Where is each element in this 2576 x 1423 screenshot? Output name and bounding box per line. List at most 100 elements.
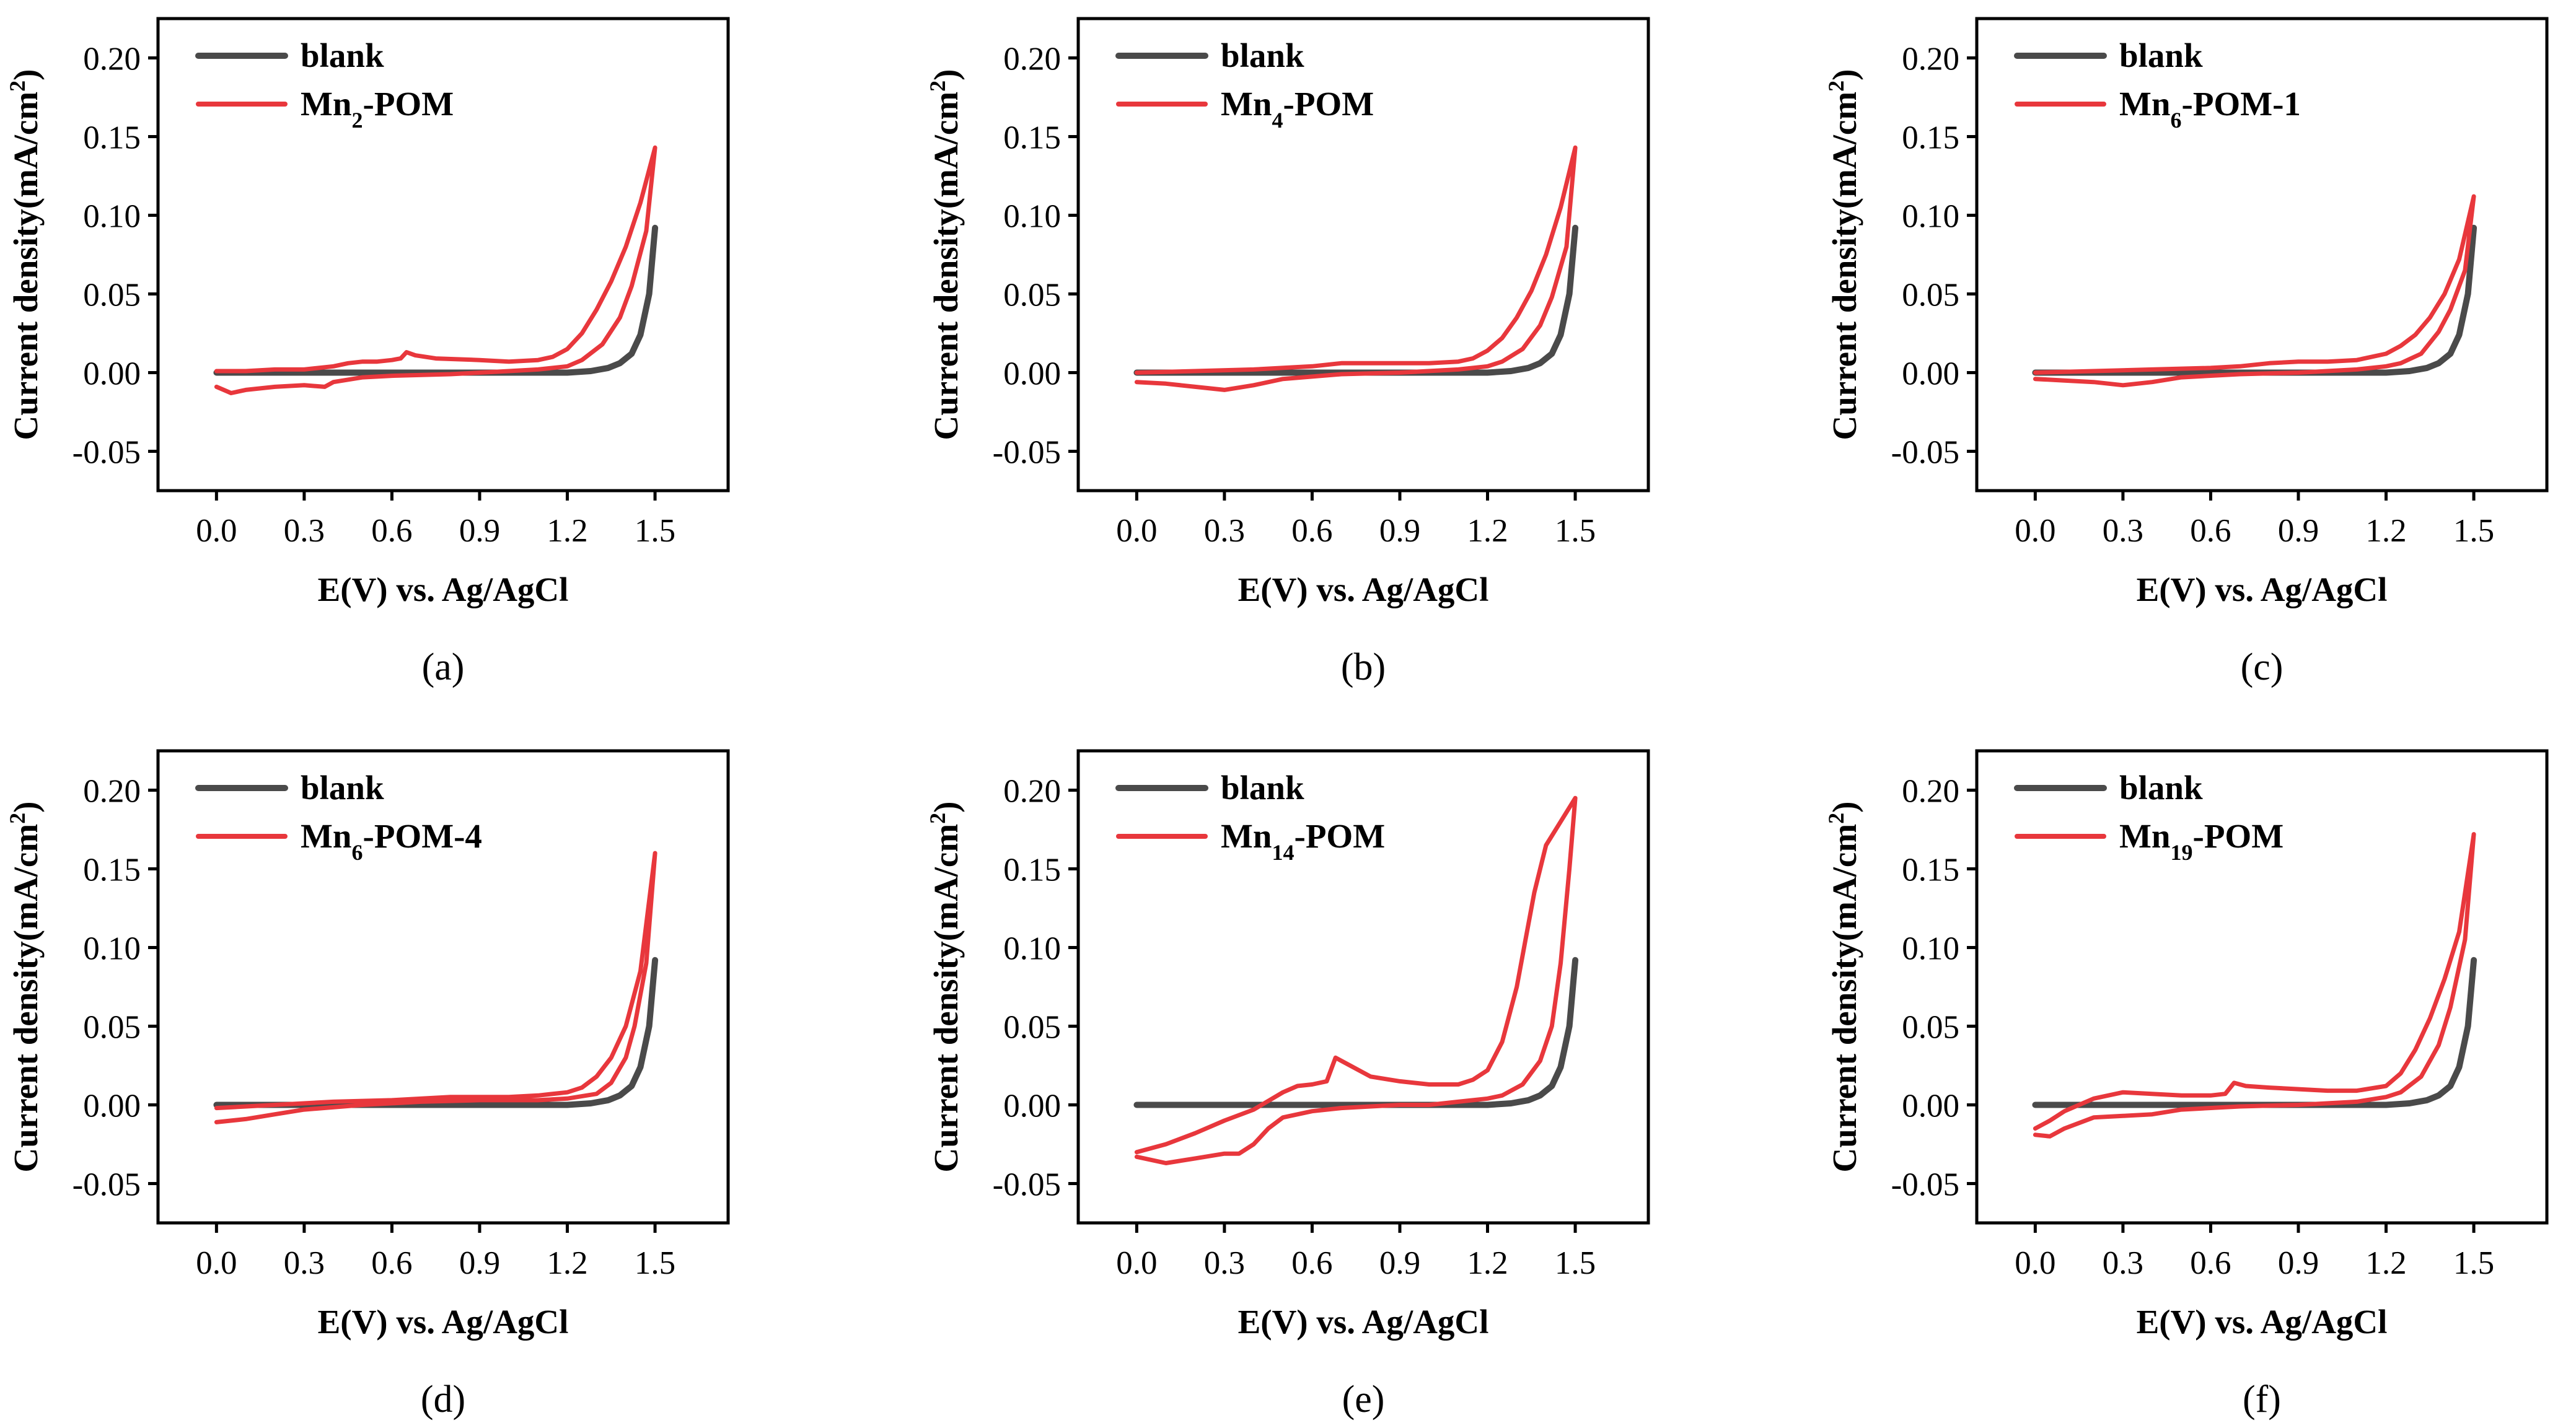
y-tick-label: 0.20 <box>1003 42 1061 77</box>
x-tick-label: 0.9 <box>1379 513 1420 549</box>
y-axis-label-end: ) <box>7 69 45 81</box>
y-axis-label-end: ) <box>927 802 965 813</box>
plot-frame <box>1975 749 2549 1225</box>
x-axis-label: E(V) vs. Ag/AgCl <box>318 1303 569 1341</box>
chart-panel: -0.05 0.00 0.05 0.10 0.15 0.20 0.0 0.3 0.6 0.9 1.2… <box>925 17 1650 688</box>
y-tick-label: 0.15 <box>1902 120 1959 156</box>
legend-label: Mn2-POM <box>301 85 454 133</box>
x-tick-label: 0.6 <box>371 513 412 549</box>
panel-label: (f) <box>2243 1378 2281 1421</box>
legend-label-text: Mn <box>1221 817 1272 855</box>
legend-label: Mn14-POM <box>1221 817 1385 865</box>
series-line-sample <box>1134 145 1578 392</box>
y-axis-label: Current density(mA/cm2) <box>5 69 45 440</box>
x-tick-label: 0.6 <box>2190 1245 2231 1281</box>
x-tick-label: 0.9 <box>2278 513 2319 549</box>
y-tick-label: 0.10 <box>1003 931 1061 967</box>
y-axis-label-superscript: 2 <box>5 813 30 824</box>
legend-label: blank <box>301 769 384 807</box>
y-tick-label: 0.05 <box>1902 278 1959 313</box>
x-tick-label: 0.6 <box>1291 1245 1332 1281</box>
chart-panel: -0.05 0.00 0.05 0.10 0.15 0.20 0.0 0.3 0.6 0.9 1.2… <box>1824 749 2549 1421</box>
y-tick-label: 0.00 <box>83 356 141 392</box>
y-axis-label-end: ) <box>7 802 45 813</box>
legend-label-subscript: 6 <box>2171 108 2182 133</box>
x-axis-label: E(V) vs. Ag/AgCl <box>1238 1303 1489 1341</box>
y-axis-label: Current density(mA/cm2) <box>925 802 965 1173</box>
legend-label-subscript: 2 <box>352 108 363 133</box>
y-tick-label: -0.05 <box>1891 1167 1959 1203</box>
y-tick-label: 0.20 <box>1003 774 1061 810</box>
panel-label: (c) <box>2241 646 2284 688</box>
legend-label: blank <box>1221 37 1304 74</box>
x-tick-label: 1.5 <box>635 1245 675 1281</box>
plot-frame <box>156 749 730 1225</box>
legend-label: Mn6-POM-1 <box>2119 85 2301 133</box>
y-tick-label: -0.05 <box>73 435 141 471</box>
y-tick-label: 0.10 <box>83 931 141 967</box>
series-line-sample <box>214 851 657 1124</box>
chart-panel: -0.05 0.00 0.05 0.10 0.15 0.20 0.0 0.3 0.6 0.9 1.2… <box>5 17 730 688</box>
legend-label-text: blank <box>1221 37 1304 74</box>
y-axis-label: Current density(mA/cm2) <box>1824 69 1863 440</box>
x-tick-label: 1.5 <box>2453 513 2494 549</box>
y-tick-label: 0.00 <box>1003 356 1061 392</box>
series-line-blank <box>1133 224 1579 376</box>
x-tick-label: 0.9 <box>459 513 500 549</box>
y-axis-label-text: Current density(mA/cm <box>927 92 965 440</box>
y-tick-label: 0.20 <box>83 774 141 810</box>
x-tick-label: 0.3 <box>2103 513 2143 549</box>
y-axis-label: Current density(mA/cm2) <box>5 802 45 1173</box>
legend-label-text: Mn <box>2119 85 2171 123</box>
x-tick-label: 0.3 <box>2103 1245 2143 1281</box>
y-tick-label: 0.00 <box>83 1088 141 1124</box>
x-axis-label: E(V) vs. Ag/AgCl <box>2137 1303 2388 1341</box>
y-axis-label-superscript: 2 <box>1824 813 1848 824</box>
chart-panel: -0.05 0.00 0.05 0.10 0.15 0.20 0.0 0.3 0.6 0.9 1.2… <box>925 749 1650 1421</box>
y-axis-label: Current density(mA/cm2) <box>1824 802 1863 1173</box>
x-tick-label: 0.3 <box>284 513 325 549</box>
series-line-blank <box>1133 957 1579 1108</box>
legend-label-text: Mn <box>301 85 352 123</box>
series-line-blank <box>2032 957 2477 1108</box>
x-tick-label: 0.6 <box>2190 513 2231 549</box>
y-axis-label-end: ) <box>1826 802 1863 813</box>
y-tick-label: -0.05 <box>73 1167 141 1203</box>
y-axis-label-text: Current density(mA/cm <box>7 92 45 440</box>
series-line-sample <box>2033 832 2476 1139</box>
x-tick-label: 0.3 <box>284 1245 325 1281</box>
legend-label: blank <box>2119 769 2203 807</box>
legend-label-suffix: -POM-1 <box>2182 85 2301 123</box>
panel-label: (e) <box>1342 1378 1385 1421</box>
x-tick-label: 1.2 <box>2365 1245 2406 1281</box>
y-axis-label-text: Current density(mA/cm <box>1826 824 1863 1173</box>
legend-label-text: blank <box>2119 769 2203 807</box>
legend-label-subscript: 6 <box>352 840 363 865</box>
y-axis-label-end: ) <box>927 69 965 81</box>
legend-label-text: blank <box>1221 769 1304 807</box>
y-axis-label-superscript: 2 <box>1824 81 1848 92</box>
y-axis-label: Current density(mA/cm2) <box>925 69 965 440</box>
legend-label: blank <box>1221 769 1304 807</box>
x-tick-label: 0.3 <box>1204 1245 1245 1281</box>
x-tick-label: 0.3 <box>1204 513 1245 549</box>
y-axis-label-text: Current density(mA/cm <box>7 824 45 1173</box>
x-tick-label: 1.5 <box>1555 1245 1596 1281</box>
legend-label-suffix: -POM <box>2193 817 2284 855</box>
y-tick-label: -0.05 <box>993 1167 1061 1203</box>
plot-frame <box>1975 17 2549 493</box>
x-tick-label: 1.5 <box>1555 513 1596 549</box>
legend-label-subscript: 19 <box>2171 840 2193 865</box>
x-tick-label: 0.9 <box>459 1245 500 1281</box>
y-axis-label-end: ) <box>1826 69 1863 81</box>
y-tick-label: 0.05 <box>1902 1010 1959 1046</box>
legend-label-text: Mn <box>1221 85 1272 123</box>
y-tick-label: 0.15 <box>1003 120 1061 156</box>
y-tick-label: 0.20 <box>83 42 141 77</box>
panel-label: (b) <box>1341 646 1386 688</box>
x-tick-label: 1.2 <box>547 513 587 549</box>
legend-label-text: blank <box>2119 37 2203 74</box>
y-tick-label: 0.15 <box>83 852 141 888</box>
y-tick-label: 0.20 <box>1902 42 1959 77</box>
x-tick-label: 0.9 <box>2278 1245 2319 1281</box>
